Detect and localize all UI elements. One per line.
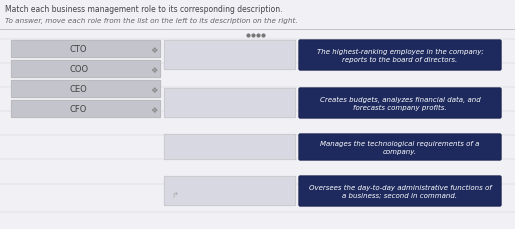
FancyBboxPatch shape (0, 30, 515, 229)
Text: Match each business management role to its corresponding description.: Match each business management role to i… (5, 5, 283, 14)
FancyBboxPatch shape (0, 0, 515, 30)
Text: ❖: ❖ (150, 85, 158, 94)
FancyBboxPatch shape (299, 176, 501, 206)
Text: Manages the technological requirements of a
company.: Manages the technological requirements o… (320, 141, 479, 154)
Text: To answer, move each role from the list on the left to its description on the ri: To answer, move each role from the list … (5, 18, 298, 24)
Text: ❖: ❖ (150, 65, 158, 74)
Text: CFO: CFO (70, 105, 87, 114)
FancyBboxPatch shape (164, 135, 296, 160)
Text: ❖: ❖ (150, 45, 158, 54)
FancyBboxPatch shape (11, 81, 161, 98)
FancyBboxPatch shape (164, 176, 296, 206)
Text: COO: COO (69, 65, 88, 74)
Text: The highest-ranking employee in the company;
reports to the board of directors.: The highest-ranking employee in the comp… (317, 49, 484, 63)
FancyBboxPatch shape (164, 89, 296, 118)
FancyBboxPatch shape (11, 61, 161, 79)
Text: Oversees the day-to-day administrative functions of
a business; second in comman: Oversees the day-to-day administrative f… (308, 184, 491, 198)
Text: ↱: ↱ (171, 191, 179, 200)
FancyBboxPatch shape (299, 41, 501, 71)
FancyBboxPatch shape (299, 88, 501, 119)
Text: CTO: CTO (70, 45, 88, 54)
FancyBboxPatch shape (299, 134, 501, 161)
FancyBboxPatch shape (11, 101, 161, 118)
Text: CEO: CEO (70, 85, 88, 94)
FancyBboxPatch shape (11, 41, 161, 59)
Text: Creates budgets, analyzes financial data, and
forecasts company profits.: Creates budgets, analyzes financial data… (320, 97, 480, 110)
FancyBboxPatch shape (164, 41, 296, 71)
Text: ❖: ❖ (150, 105, 158, 114)
